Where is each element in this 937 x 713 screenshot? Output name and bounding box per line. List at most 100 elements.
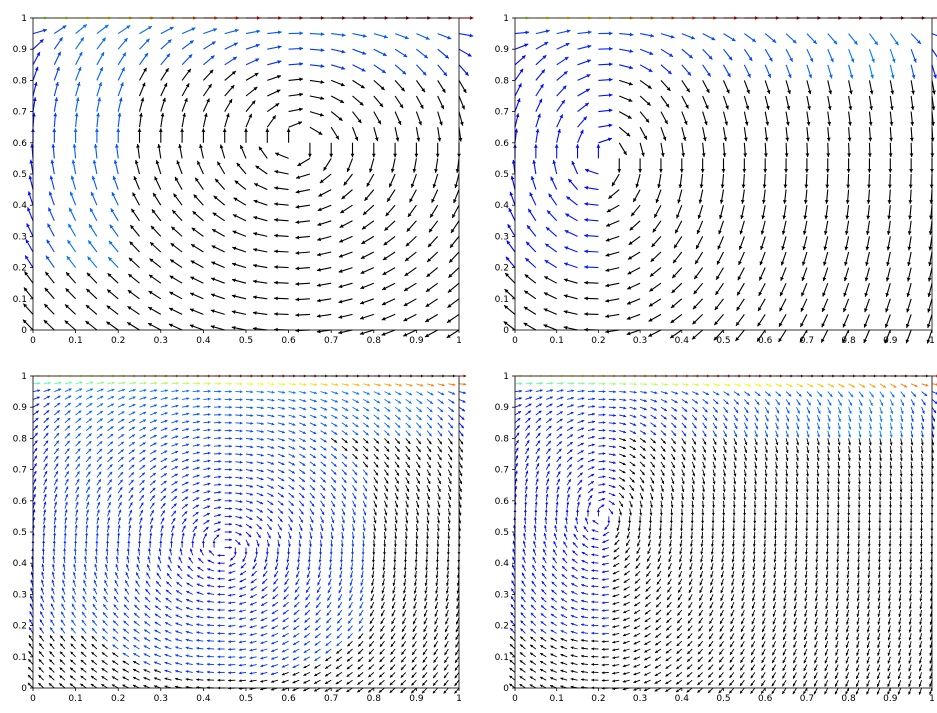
quiver-arrow [313,687,321,692]
quiver-arrow [338,235,353,243]
quiver-arrow [584,249,599,254]
quiver-arrow [534,517,537,525]
quiver-arrow [824,189,829,204]
quiver-arrow [665,640,672,647]
quiver-arrow [571,558,578,564]
quiver-arrow [405,461,411,469]
quiver-arrow [210,309,225,315]
quiver-arrow [73,128,78,143]
quiver-arrow [605,220,620,227]
quiver-arrow [910,111,915,126]
quiver-arrow [697,648,703,655]
quiver-arrow [245,469,254,472]
quiver-arrow [373,469,379,476]
quiver-arrow [771,656,777,664]
quiver-arrow [612,671,620,675]
quiver-arrow [127,273,140,284]
quiver-arrow [927,298,933,313]
quiver-arrow [783,578,787,586]
quiver-arrow [368,672,375,678]
quiver-arrow [510,603,516,611]
quiver-arrow [566,426,574,431]
quiver-arrow [281,679,289,684]
quiver-arrow [317,235,332,242]
quiver-arrow [887,687,891,695]
quiver-arrow [544,243,558,253]
quiver-arrow [577,389,585,393]
quiver-arrow [390,158,396,173]
quiver-arrow [856,570,860,579]
quiver-arrow [309,508,315,515]
quiver-arrow [451,204,460,219]
quiver-arrow [314,648,321,654]
quiver-arrow [282,601,289,608]
quiver-arrow [393,555,397,563]
quiver-arrow [793,617,797,625]
quiver-arrow [75,471,80,478]
quiver-arrow [271,648,279,653]
quiver-arrow [213,506,222,510]
quiver-arrow [203,497,211,502]
quiver-arrow [535,463,540,470]
quiver-arrow [645,570,651,577]
quiver-arrow [54,409,61,416]
quiver-arrow [107,256,119,268]
quiver-arrow [267,382,275,386]
quiver-arrow [598,46,613,51]
y-tick-label: 0.6 [13,139,28,149]
quiver-arrow [255,165,268,175]
quiver-arrow [434,158,439,173]
quiver-arrow [837,446,841,454]
quiver-arrow [921,407,925,414]
quiver-arrow [633,671,641,676]
quiver-arrow [217,585,225,589]
quiver-arrow [74,532,78,540]
quiver-arrow [827,399,832,406]
quiver-arrow [525,410,532,416]
quiver-arrow [266,102,280,113]
quiver-arrow [898,617,902,625]
quiver-arrow [825,547,829,555]
quiver-arrow [96,418,104,424]
quiver-arrow [171,503,177,509]
quiver-arrow [91,651,98,658]
quiver-arrow [267,422,275,426]
quiver-arrow [898,586,902,594]
quiver-arrow [401,640,407,648]
quiver-arrow [171,465,179,471]
quiver-arrow [105,555,109,564]
quiver-arrow [42,524,46,533]
quiver-arrow [425,539,429,548]
quiver-arrow [857,485,861,493]
quiver-arrow [309,539,312,548]
quiver-arrow [608,461,616,465]
quiver-arrow [74,540,78,548]
quiver-arrow [636,547,641,555]
quiver-arrow [709,601,714,609]
quiver-arrow [416,399,423,405]
quiver-arrow [835,656,839,664]
quiver-arrow [754,422,759,430]
quiver-arrow [224,42,238,50]
quiver-arrow [277,406,286,410]
quiver-arrow [171,495,178,502]
quiver-arrow [697,687,703,694]
quiver-arrow [723,446,727,453]
quiver-arrow [868,64,874,79]
quiver-arrow [533,540,537,548]
quiver-arrow [644,633,651,638]
quiver-arrow [143,629,151,634]
quiver-arrow [775,399,781,406]
quiver-arrow [433,640,439,648]
quiver-arrow [784,524,788,532]
quiver-arrow [53,509,57,517]
quiver-arrow [804,602,808,610]
quiver-arrow [458,48,472,57]
quiver-arrow [666,609,672,616]
quiver-arrow [794,578,797,586]
quiver-arrow [837,453,841,462]
quiver-arrow [729,648,735,656]
quiver-arrow [753,485,757,493]
quiver-arrow [86,388,94,393]
quiver-arrow [338,329,353,335]
